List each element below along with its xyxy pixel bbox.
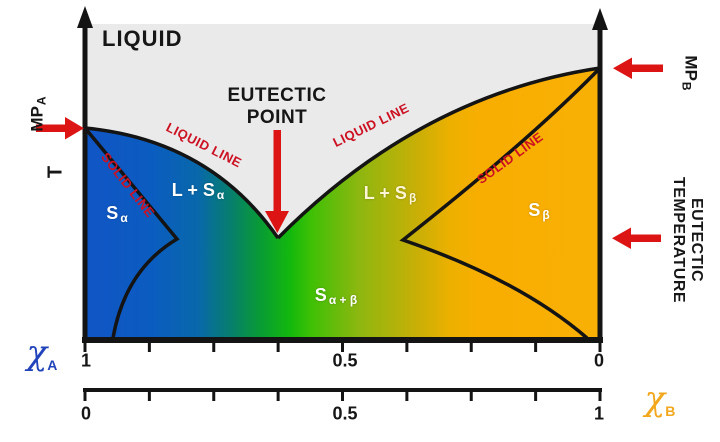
left-y-axis-arrowhead-icon xyxy=(77,6,93,28)
liquid-region xyxy=(85,24,600,238)
region-s-alpha-base: S xyxy=(106,203,119,223)
chi-b-tick-0_5: 0.5 xyxy=(332,403,358,424)
eutectic-point-arrow-icon xyxy=(265,130,289,233)
chi-b-axis-label: χB xyxy=(645,379,676,419)
chi-b-symbol: χ xyxy=(644,379,666,419)
chi-b-tick-0: 0 xyxy=(80,403,92,424)
region-s-alpha-sub: α xyxy=(120,211,128,225)
region-s-beta-base: S xyxy=(528,200,541,220)
liquid-region-label: LIQUID xyxy=(102,26,183,51)
solid-region-gradient xyxy=(85,68,600,338)
solid-line-left-curve xyxy=(83,126,180,339)
chi-a-tick-1: 1 xyxy=(80,350,92,371)
chi-b-axis-ticks xyxy=(83,390,602,401)
temperature-axis-label: T xyxy=(44,165,67,179)
liquid-line-right-curve xyxy=(276,66,601,240)
region-s-beta-sub: β xyxy=(542,208,550,222)
chi-a-tick-0: 0 xyxy=(593,350,605,371)
chi-a-axis-ticks xyxy=(83,343,602,352)
region-l-s-alpha-sub: α xyxy=(216,188,225,202)
liquid-line-left-curve xyxy=(84,126,280,239)
solid-line-right-curve xyxy=(399,66,602,340)
mp-a-label: MPA xyxy=(28,96,49,131)
region-l-s-beta-base: L + S xyxy=(363,183,407,203)
region-l-s-alpha-base: L + S xyxy=(171,180,215,200)
chi-a-axis-label: χA xyxy=(27,333,58,373)
mp-a-sub: A xyxy=(34,96,49,106)
right-y-axis-arrowhead-icon xyxy=(592,8,608,30)
eutectic-temperature-label-line2: TEMPERATURE xyxy=(670,176,687,304)
eutectic-point-label-line1: EUTECTIC xyxy=(227,85,327,106)
chi-a-subscript: A xyxy=(47,357,58,373)
region-s-alpha-beta-base: S xyxy=(314,285,327,305)
eutectic-temperature-arrow-icon xyxy=(612,227,661,249)
chi-a-tick-0_5: 0.5 xyxy=(332,350,358,371)
region-s-alpha-beta-sub: α + β xyxy=(328,293,358,307)
eutectic-point-label: EUTECTIC POINT xyxy=(228,85,327,129)
chi-b-subscript: B xyxy=(665,403,676,419)
chi-a-symbol: χ xyxy=(26,333,48,373)
eutectic-point-label-line2: POINT xyxy=(246,107,308,128)
mp-b-base: MP xyxy=(681,55,701,81)
mp-a-base: MP xyxy=(27,106,47,132)
region-l-s-beta-sub: β xyxy=(408,191,417,205)
eutectic-temperature-label: EUTECTIC TEMPERATURE xyxy=(669,177,705,303)
chi-b-tick-1: 1 xyxy=(593,403,605,424)
mp-b-arrow-icon xyxy=(613,57,663,79)
mp-b-label: MPB xyxy=(680,55,701,90)
eutectic-temperature-label-line1: EUTECTIC xyxy=(688,198,705,282)
mp-b-sub: B xyxy=(679,81,694,91)
mp-a-arrow-icon xyxy=(36,117,84,140)
